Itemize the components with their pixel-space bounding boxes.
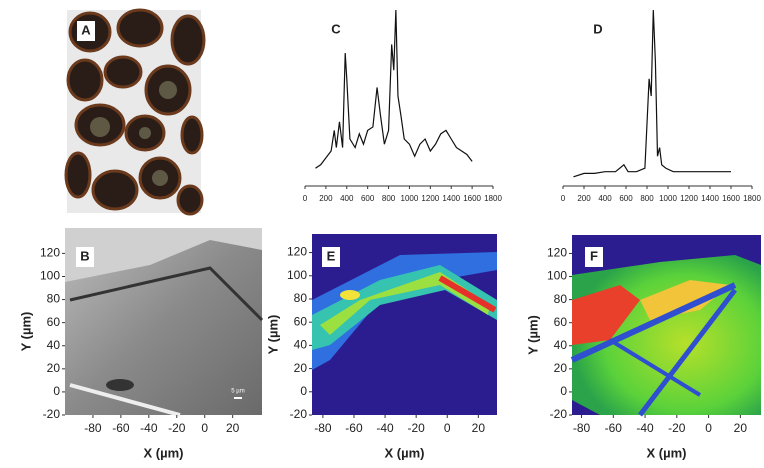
x-tick-label: 400 (340, 194, 354, 203)
y-tick-label: 80 (294, 291, 308, 305)
y-tick-label: 20 (554, 361, 568, 375)
photo-b (65, 228, 264, 417)
y-tick-label: 80 (554, 292, 568, 306)
x-tick-label: -60 (112, 421, 130, 435)
x-tick-label: 800 (640, 194, 654, 203)
y-tick-label: 60 (294, 314, 308, 328)
y-tick-label: 40 (47, 338, 61, 352)
y-tick-label: -20 (550, 407, 568, 421)
x-tick-label: -20 (168, 421, 186, 435)
x-tick-label: 20 (734, 421, 748, 435)
x-tick-label: -60 (345, 421, 363, 435)
y-tick-label: 40 (294, 338, 308, 352)
x-tick-label: 1600 (463, 194, 481, 203)
x-tick-label: 0 (561, 194, 566, 203)
y-tick-label: 120 (547, 246, 567, 260)
x-tick-label: 1400 (442, 194, 460, 203)
panel-label-box (322, 247, 340, 267)
y-tick-label: 100 (40, 269, 60, 283)
x-tick-label: 1200 (680, 194, 698, 203)
x-tick-label: 1200 (421, 194, 439, 203)
y-tick-label: 20 (294, 361, 308, 375)
x-tick-label: 200 (319, 194, 333, 203)
y-tick-label: 40 (554, 338, 568, 352)
x-axis-label: X (µm) (144, 445, 184, 460)
x-tick-label: -80 (84, 421, 102, 435)
photo-a (64, 8, 206, 216)
x-tick-label: -80 (314, 421, 332, 435)
y-tick-label: 0 (300, 384, 307, 398)
x-tick-label: 0 (201, 421, 208, 435)
heatmap-e (312, 234, 497, 415)
panel-label: D (593, 21, 602, 36)
spectrum (315, 9, 473, 169)
x-tick-label: 20 (226, 421, 240, 435)
x-tick-label: 200 (577, 194, 591, 203)
y-tick-label: 100 (287, 268, 307, 282)
panel-label-box (77, 21, 95, 41)
y-axis-label: Y (µm) (525, 315, 540, 355)
x-tick-label: 1800 (484, 194, 502, 203)
x-tick-label: 800 (382, 194, 396, 203)
y-axis-label: Y (µm) (265, 315, 280, 355)
y-tick-label: 60 (47, 315, 61, 329)
y-tick-label: 20 (47, 361, 61, 375)
x-tick-label: 1600 (722, 194, 740, 203)
panel-label-box (76, 247, 94, 267)
x-tick-label: 20 (472, 421, 486, 435)
panel-label: C (331, 21, 341, 36)
x-tick-label: 600 (361, 194, 375, 203)
x-tick-label: 0 (705, 421, 712, 435)
x-axis-label: X (µm) (647, 445, 687, 460)
y-tick-label: 0 (53, 384, 60, 398)
y-tick-label: 120 (40, 246, 60, 260)
y-tick-label: 0 (560, 384, 567, 398)
x-axis-label: X (µm) (385, 445, 425, 460)
x-tick-label: 1400 (701, 194, 719, 203)
panel-label-box (585, 247, 603, 267)
x-tick-label: -20 (407, 421, 425, 435)
scale-bar-label: 5 µm (231, 389, 244, 395)
y-axis-label: Y (µm) (18, 312, 33, 352)
panel-label: F (590, 248, 598, 263)
x-tick-label: 0 (303, 194, 308, 203)
y-tick-label: 60 (554, 315, 568, 329)
x-tick-label: -40 (376, 421, 394, 435)
y-tick-label: -20 (290, 407, 308, 421)
x-tick-label: -80 (573, 421, 591, 435)
y-tick-label: 120 (287, 245, 307, 259)
y-tick-label: -20 (43, 407, 61, 421)
x-tick-label: -20 (668, 421, 686, 435)
x-tick-label: 1000 (659, 194, 677, 203)
x-tick-label: -40 (636, 421, 654, 435)
x-tick-label: -40 (140, 421, 158, 435)
x-tick-label: 1000 (401, 194, 419, 203)
x-tick-label: -60 (605, 421, 623, 435)
panel-label: B (80, 248, 89, 263)
x-tick-label: 0 (444, 421, 451, 435)
x-tick-label: 600 (619, 194, 633, 203)
heatmap-f (570, 235, 761, 417)
panel-label: E (327, 248, 336, 263)
x-tick-label: 400 (598, 194, 612, 203)
panel-label: A (81, 22, 91, 37)
y-tick-label: 100 (547, 269, 567, 283)
spectrum (573, 9, 731, 178)
x-tick-label: 1800 (743, 194, 761, 203)
y-tick-label: 80 (47, 292, 61, 306)
